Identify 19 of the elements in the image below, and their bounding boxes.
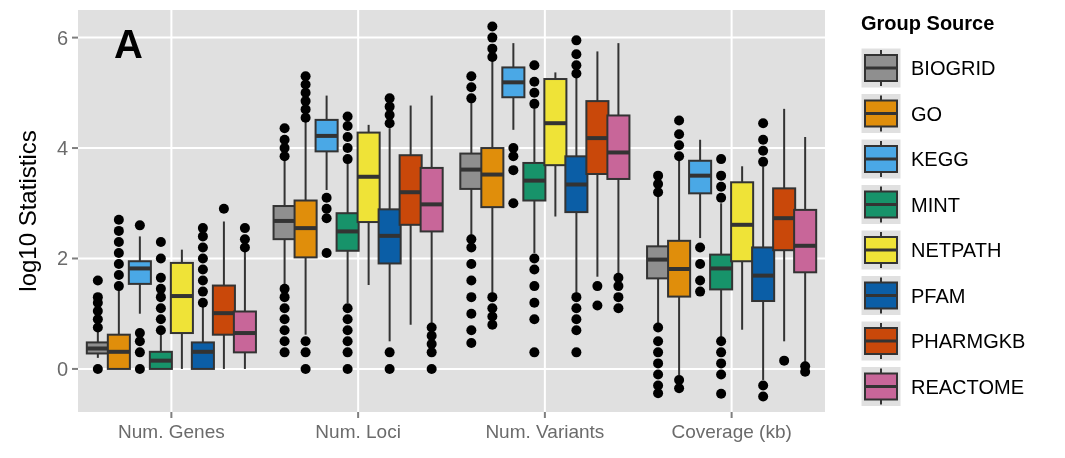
y-tick-label: 4 [56, 137, 68, 160]
x-tick-label: Num. Variants [485, 421, 605, 442]
x-tick-label: Num. Genes [118, 421, 225, 442]
y-tick-label: 0 [56, 357, 68, 380]
legend-label: KEGG [911, 148, 969, 170]
legend-label: NETPATH [911, 239, 1002, 261]
annotation: A [114, 22, 143, 66]
legend-label: GO [911, 102, 943, 125]
legend-label: REACTOME [911, 375, 1024, 398]
y-axis-title: log10 Statistics [14, 130, 41, 292]
x-tick-label: Num. Loci [315, 421, 401, 442]
legend-label: PHARMGKB [911, 330, 1026, 352]
y-tick-label: 6 [56, 26, 68, 49]
y-tick-label: 2 [56, 247, 68, 270]
legend-label: PFAM [911, 284, 966, 307]
legend-label: BIOGRID [911, 57, 996, 79]
legend-label: MINT [911, 193, 960, 216]
legend-title: Group Source [861, 12, 995, 34]
x-tick-label: Coverage (kb) [671, 421, 792, 442]
